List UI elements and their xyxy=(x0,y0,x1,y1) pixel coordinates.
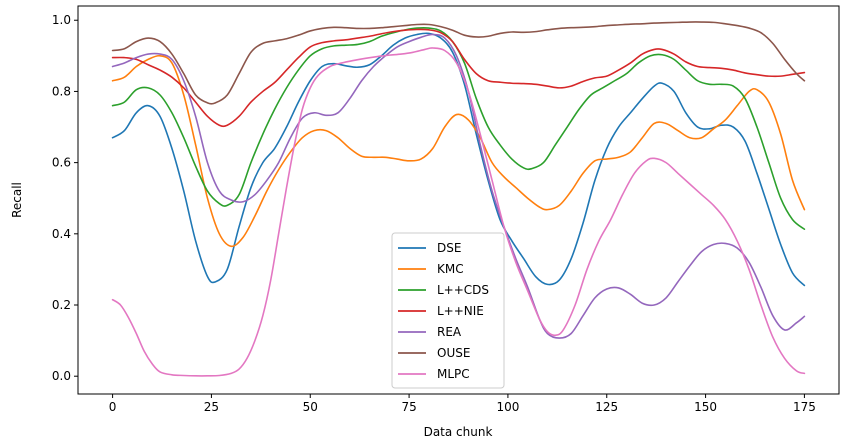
legend-label: DSE xyxy=(437,241,461,255)
x-tick-label: 175 xyxy=(793,400,816,414)
series-layer xyxy=(111,21,806,377)
legend-label: MLPC xyxy=(437,367,470,381)
x-tick-label: 150 xyxy=(694,400,717,414)
series-line-kmc xyxy=(111,54,806,248)
legend-item: OUSE xyxy=(398,346,470,360)
y-axis-label: Recall xyxy=(10,182,24,218)
legend-box xyxy=(391,232,505,389)
series-line-lppnie xyxy=(111,28,806,128)
y-axis-ticks: 0.0 0.2 0.4 0.6 0.8 1.0 xyxy=(52,13,78,383)
x-tick-label: 0 xyxy=(109,400,117,414)
plot-frame xyxy=(77,5,840,395)
legend-item: REA xyxy=(398,325,462,339)
legend-label: KMC xyxy=(437,262,464,276)
x-tick-label: 25 xyxy=(204,400,219,414)
x-tick-label: 50 xyxy=(303,400,318,414)
legend-label: L++CDS xyxy=(437,283,489,297)
legend-item: L++CDS xyxy=(398,283,489,297)
y-tick-label: 0.2 xyxy=(52,298,71,312)
legend-item: KMC xyxy=(398,262,464,276)
series-line-mlpc xyxy=(111,47,806,377)
x-tick-label: 125 xyxy=(595,400,618,414)
legend-label: L++NIE xyxy=(437,304,484,318)
legend-item: DSE xyxy=(398,241,461,255)
legend-item: L++NIE xyxy=(398,304,484,318)
x-axis-ticks: 0 25 50 75 100 125 150 175 xyxy=(109,394,816,414)
x-tick-label: 100 xyxy=(496,400,519,414)
y-tick-label: 0.8 xyxy=(52,84,71,98)
legend: DSE KMC L++CDS L++NIE REA OUSE MLPC xyxy=(391,232,505,389)
y-tick-label: 0.0 xyxy=(52,369,71,383)
x-tick-label: 75 xyxy=(401,400,416,414)
series-line-ouse xyxy=(111,21,806,105)
y-tick-label: 0.6 xyxy=(52,156,71,170)
legend-item: MLPC xyxy=(398,367,470,381)
series-line-rea xyxy=(111,33,806,339)
x-axis-label: Data chunk xyxy=(424,425,493,439)
legend-label: OUSE xyxy=(437,346,470,360)
y-tick-label: 1.0 xyxy=(52,13,71,27)
legend-label: REA xyxy=(437,325,462,339)
y-tick-label: 0.4 xyxy=(52,227,71,241)
